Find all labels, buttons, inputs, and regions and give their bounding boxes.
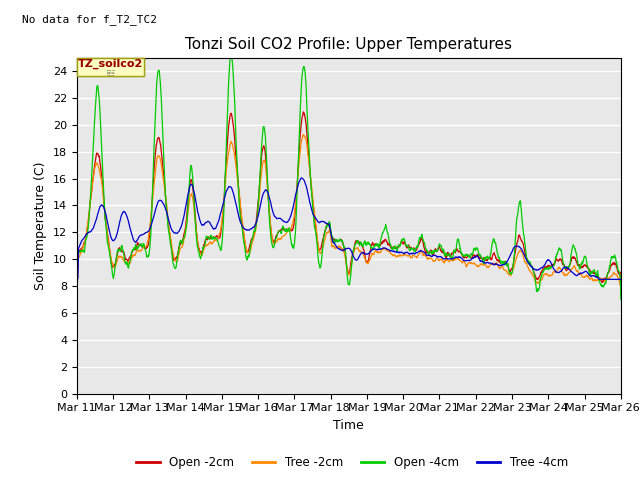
Tree -2cm xyxy=(115,253,123,259)
Tree -4cm xyxy=(617,276,625,282)
Open -2cm xyxy=(115,246,123,252)
Tree -4cm xyxy=(325,221,333,227)
Open -4cm xyxy=(325,219,333,225)
Open -4cm xyxy=(115,247,123,253)
Open -2cm xyxy=(300,109,307,115)
Tree -2cm xyxy=(137,248,145,253)
Open -4cm xyxy=(227,55,234,60)
Tree -2cm xyxy=(73,283,81,289)
Legend: Open -2cm, Tree -2cm, Open -4cm, Tree -4cm: Open -2cm, Tree -2cm, Open -4cm, Tree -4… xyxy=(131,452,573,474)
Title: Tonzi Soil CO2 Profile: Upper Temperatures: Tonzi Soil CO2 Profile: Upper Temperatur… xyxy=(186,37,512,52)
Tree -4cm xyxy=(115,223,123,229)
Tree -4cm xyxy=(73,276,81,282)
Open -4cm xyxy=(304,127,312,133)
Tree -4cm xyxy=(316,220,323,226)
Open -2cm xyxy=(304,144,312,150)
Line: Tree -4cm: Tree -4cm xyxy=(77,178,621,279)
Open -2cm xyxy=(137,242,145,248)
Open -2cm xyxy=(383,239,390,245)
Open -2cm xyxy=(617,283,625,289)
Open -2cm xyxy=(316,247,323,253)
Tree -2cm xyxy=(383,246,390,252)
X-axis label: Time: Time xyxy=(333,419,364,432)
Tree -4cm xyxy=(298,175,305,181)
Tree -2cm xyxy=(617,283,625,289)
Tree -4cm xyxy=(137,232,145,238)
Line: Tree -2cm: Tree -2cm xyxy=(77,135,621,286)
Line: Open -4cm: Open -4cm xyxy=(77,58,621,300)
Tree -2cm xyxy=(304,153,312,158)
Legend: Open -2cm, Tree -2cm, Open -4cm, Tree -4cm: Open -2cm, Tree -2cm, Open -4cm, Tree -4… xyxy=(77,58,144,76)
Line: Open -2cm: Open -2cm xyxy=(77,112,621,286)
Tree -4cm xyxy=(383,246,390,252)
Tree -4cm xyxy=(304,191,312,196)
Open -4cm xyxy=(617,297,625,302)
Tree -2cm xyxy=(299,132,307,138)
Text: No data for f_T2_TC2: No data for f_T2_TC2 xyxy=(22,14,157,25)
Tree -2cm xyxy=(316,248,323,254)
Open -2cm xyxy=(73,283,81,289)
Tree -2cm xyxy=(325,228,333,234)
Open -4cm xyxy=(137,241,145,247)
Open -2cm xyxy=(325,222,333,228)
Open -4cm xyxy=(383,227,390,232)
Y-axis label: Soil Temperature (C): Soil Temperature (C) xyxy=(35,161,47,290)
Open -4cm xyxy=(73,297,81,302)
Open -4cm xyxy=(316,262,323,267)
